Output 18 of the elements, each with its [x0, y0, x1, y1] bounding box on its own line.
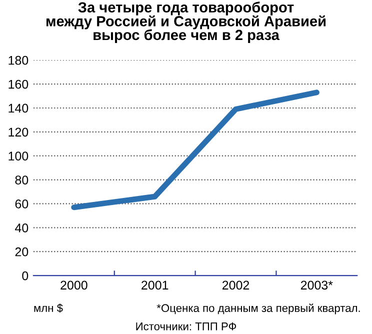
y-tick-label: 180 [8, 56, 28, 65]
y-tick-label: 40 [15, 223, 28, 232]
y-tick-label: 100 [8, 152, 28, 161]
y-tick-label: 20 [15, 247, 28, 256]
y-tick-label: 140 [8, 104, 28, 113]
y-tick-label: 120 [8, 128, 28, 137]
text: Источники: ТПП РФ [136, 322, 236, 330]
text: *Оценка по данным за первый квартал. [156, 304, 360, 314]
y-tick-label: 0 [22, 271, 28, 280]
text: млн $ [34, 304, 63, 313]
x-tick-label: 2001 [142, 280, 168, 290]
x-tick-label: 2000 [60, 280, 88, 290]
chart-title: За четыре года товарооборот между Россией и Саудовской Аравией вырос более чем в 2 раза [46, 2, 326, 43]
y-tick-label: 160 [8, 80, 28, 89]
x-tick-label: 2003* [300, 280, 333, 290]
x-tick-label: 2002 [222, 280, 250, 290]
y-tick-label: 80 [15, 176, 28, 184]
y-tick-label: 60 [15, 200, 28, 208]
